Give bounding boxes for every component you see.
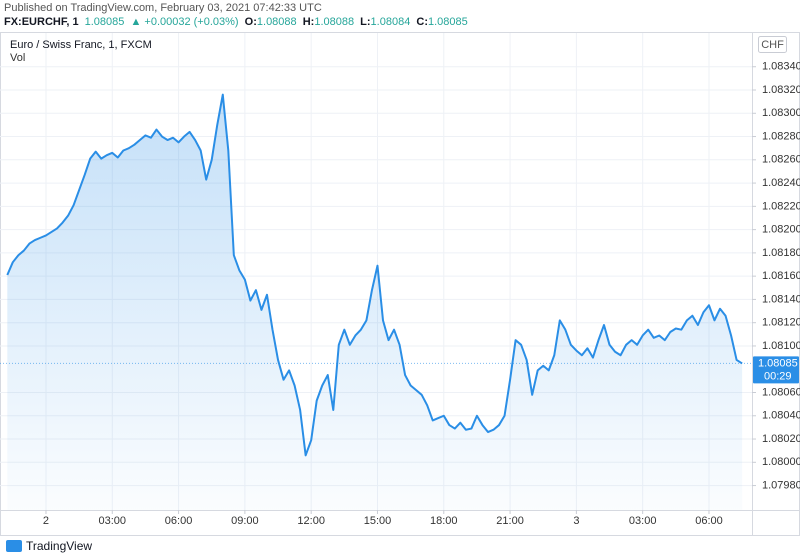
plot <box>0 93 752 510</box>
price-line <box>6 93 743 457</box>
y-tick-label: 1.08140 <box>762 293 800 305</box>
x-tick-label: 03:00 <box>99 515 127 527</box>
y-tick-label: 1.08340 <box>762 61 800 73</box>
x-tick-label: 06:00 <box>165 515 193 527</box>
ohlc-value: 1.08084 <box>371 16 411 28</box>
ohlc-key: L: <box>360 16 370 28</box>
x-tick-label: 12:00 <box>297 515 325 527</box>
ohlc-value: 1.08085 <box>428 16 468 28</box>
last-price-badge <box>753 356 799 384</box>
symbol: FX:EURCHF, 1 <box>4 16 79 28</box>
y-tick-label: 1.07980 <box>762 479 800 491</box>
currency-label: CHF <box>761 39 784 51</box>
x-tick-label: 03:00 <box>629 515 657 527</box>
x-tick-label: 21:00 <box>496 515 524 527</box>
published-note: Published on TradingView.com, February 0… <box>4 2 322 14</box>
y-tick-label: 1.08320 <box>762 84 800 96</box>
y-tick-label: 1.08240 <box>762 177 800 189</box>
last-price-label: 1.08085 <box>758 357 798 369</box>
footer-brand: TradingView <box>6 539 92 553</box>
ohlc-key: O: <box>245 16 257 28</box>
y-tick-label: 1.08200 <box>762 224 800 236</box>
brand-logo <box>6 540 22 552</box>
y-tick-label: 1.08220 <box>762 200 800 212</box>
y-tick-label: 1.08100 <box>762 340 800 352</box>
x-tick-label: 15:00 <box>364 515 392 527</box>
last-value: 1.08085 <box>85 16 125 28</box>
y-tick-label: 1.08060 <box>762 386 800 398</box>
symbol-legend: FX:EURCHF, 1 1.08085 ▲ +0.00032 (+0.03%)… <box>4 16 468 28</box>
y-tick-label: 1.08160 <box>762 270 800 282</box>
currency-badge[interactable] <box>758 36 787 53</box>
x-tick-label: 2 <box>43 515 49 527</box>
ohlc-key: H: <box>303 16 315 28</box>
ohlc-value: 1.08088 <box>314 16 354 28</box>
price-area <box>7 94 743 510</box>
y-tick-label: 1.08040 <box>762 410 800 422</box>
x-tick-label: 09:00 <box>231 515 259 527</box>
ohlc-value: 1.08088 <box>257 16 297 28</box>
ohlc-key: C: <box>416 16 428 28</box>
x-tick-label: 06:00 <box>695 515 723 527</box>
change: ▲ +0.00032 (+0.03%) <box>130 16 238 28</box>
y-tick-label: 1.08280 <box>762 130 800 142</box>
x-tick-label: 18:00 <box>430 515 458 527</box>
countdown-label: 00:29 <box>764 370 792 382</box>
y-tick-label: 1.08020 <box>762 433 800 445</box>
y-tick-label: 1.08000 <box>762 456 800 468</box>
y-tick-label: 1.08120 <box>762 317 800 329</box>
x-tick-label: 3 <box>573 515 579 527</box>
y-tick-label: 1.08300 <box>762 107 800 119</box>
brand-name: TradingView <box>26 539 92 553</box>
chart-title: Euro / Swiss Franc, 1, FXCM <box>10 39 152 51</box>
y-tick-label: 1.08260 <box>762 154 800 166</box>
volume-label: Vol <box>10 52 25 64</box>
y-tick-label: 1.08180 <box>762 247 800 259</box>
